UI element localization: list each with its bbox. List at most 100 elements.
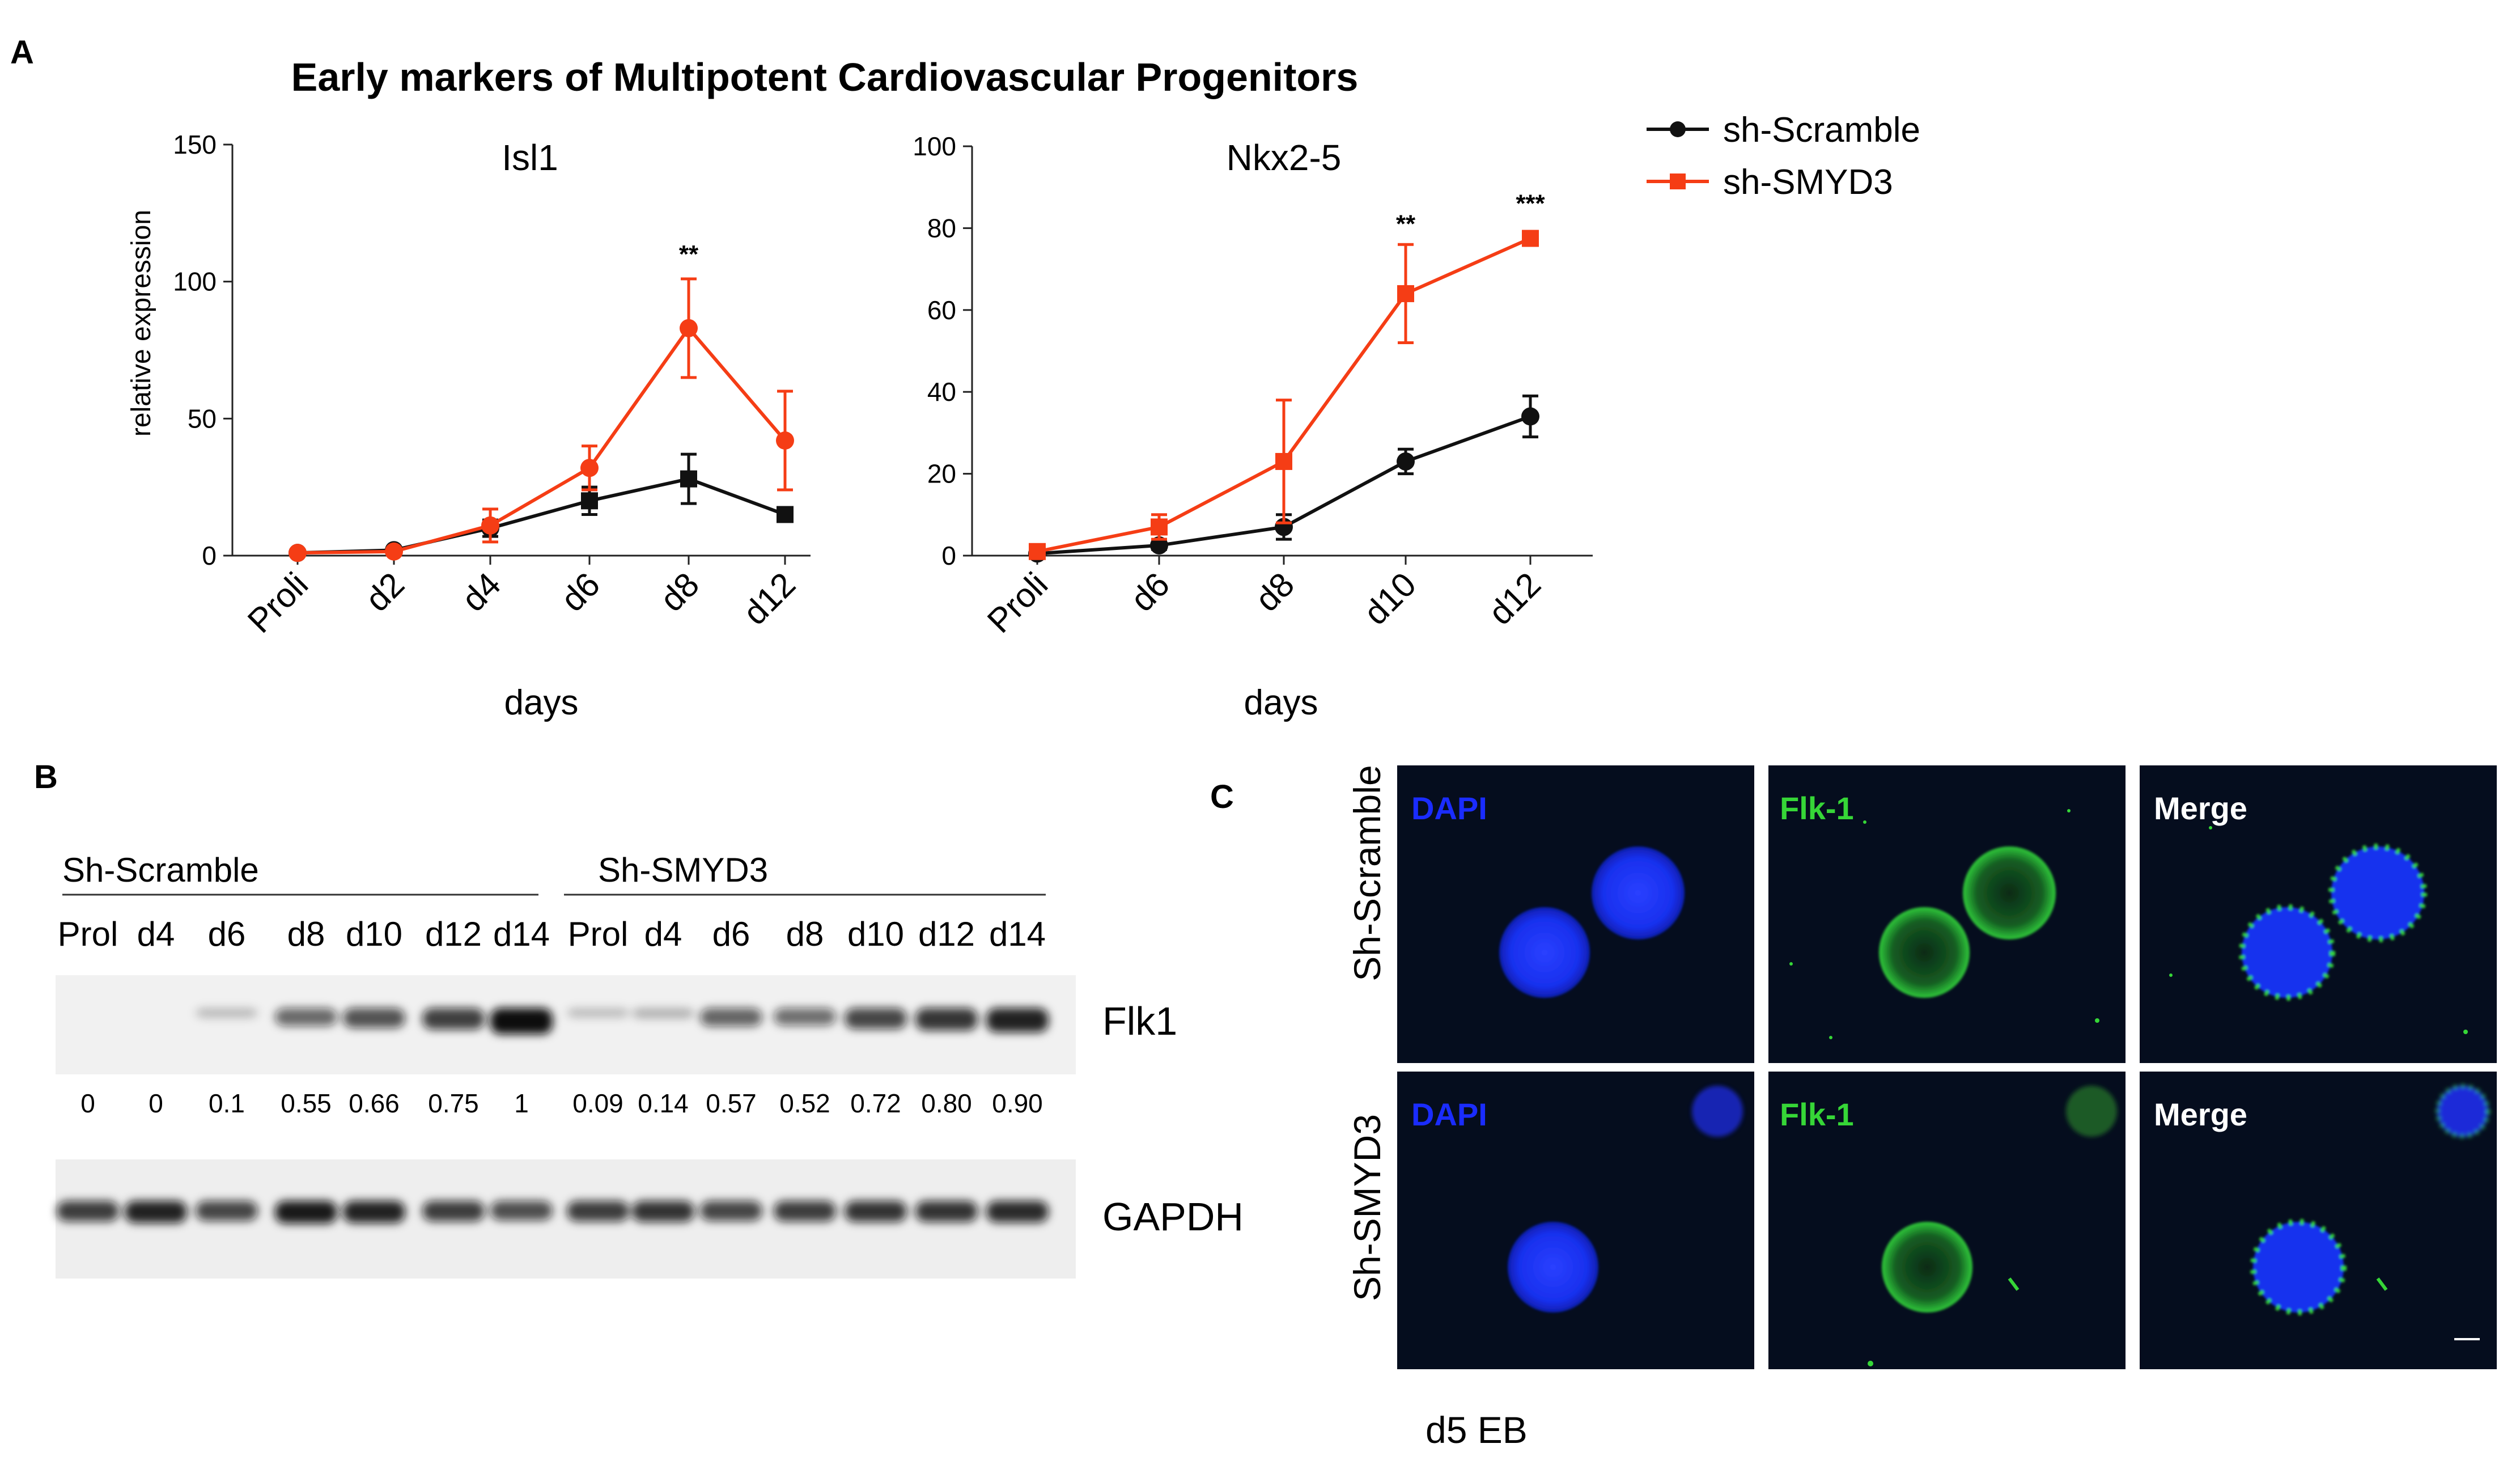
data-point xyxy=(777,506,794,523)
flk-cell xyxy=(1882,1222,1972,1313)
series-line-1 xyxy=(297,325,787,555)
if-label-flk: Flk-1 xyxy=(1780,790,1854,826)
wb-lane-label: d12 xyxy=(425,915,482,953)
if-tile-scramble-flk: Flk-1 xyxy=(1768,765,2126,1063)
wb-gapdh-band xyxy=(700,1201,762,1221)
chart-isl1-xlabel: days xyxy=(504,683,579,722)
data-point xyxy=(1397,452,1415,471)
if-label-dapi: DAPI xyxy=(1411,1097,1487,1132)
data-point xyxy=(1275,452,1292,470)
wb-gapdh-band xyxy=(845,1201,907,1222)
x-tick-label: d6 xyxy=(554,565,608,619)
data-point xyxy=(1521,407,1539,426)
wb-lane-label: d6 xyxy=(712,915,750,953)
wb-protein-flk1: Flk1 xyxy=(1102,999,1177,1043)
data-point xyxy=(680,319,698,337)
wb-flk1-band xyxy=(700,1008,762,1027)
panel-letter-b: B xyxy=(34,759,58,795)
chart-isl1-title: Isl1 xyxy=(502,137,558,178)
wb-gapdh-band xyxy=(632,1201,694,1222)
y-tick-label: 0 xyxy=(202,541,217,570)
wb-quant-value: 0.72 xyxy=(850,1089,901,1118)
legend-marker-smyd3 xyxy=(1670,173,1686,189)
wb-gapdh-band xyxy=(915,1201,978,1222)
wb-quant-value: 0 xyxy=(149,1089,163,1118)
wb-quant-value: 0.57 xyxy=(706,1089,757,1118)
wb-lane-label: Prol xyxy=(568,915,629,953)
dapi-nucleus xyxy=(1508,1222,1598,1313)
chart-nkx2-5-title: Nkx2-5 xyxy=(1227,137,1342,178)
wb-lane-label: d10 xyxy=(346,915,402,953)
data-point xyxy=(1151,518,1168,536)
wb-lane-label: d4 xyxy=(644,915,682,953)
wb-flk1-band xyxy=(986,1008,1049,1032)
wb-flk1-band xyxy=(845,1008,907,1030)
data-point xyxy=(481,516,499,535)
wb-quant-value: 0.90 xyxy=(992,1089,1043,1118)
wb-flk1-band xyxy=(774,1008,836,1026)
wb-lane-label: d14 xyxy=(989,915,1046,953)
wb-quant-value: 0 xyxy=(80,1089,95,1118)
y-tick-label: 100 xyxy=(173,267,217,297)
wb-protein-gapdh: GAPDH xyxy=(1102,1195,1244,1239)
x-tick-label: d12 xyxy=(1481,565,1548,632)
dapi-nucleus xyxy=(1499,907,1590,998)
chart-nkx2-5-xlabel: days xyxy=(1244,683,1318,722)
wb-group-smyd3: Sh-SMYD3 xyxy=(598,851,768,889)
wb-flk1-band xyxy=(343,1008,405,1028)
panel-letter-c: C xyxy=(1210,778,1234,815)
chart-isl1: Isl1 relative expression days 0 50 100 150 P… xyxy=(126,130,811,722)
merge-cell xyxy=(2250,1219,2347,1315)
wb-lane-label: d6 xyxy=(208,915,246,953)
immunofluorescence: Sh-Scramble Sh-SMYD3 DAPI Flk-1 Merge xyxy=(1346,765,2497,1451)
wb-group-scramble: Sh-Scramble xyxy=(62,851,259,889)
y-tick-label: 60 xyxy=(927,295,956,325)
data-point xyxy=(385,542,403,561)
wb-flk1-band xyxy=(422,1008,485,1030)
wb-flk1-band xyxy=(490,1008,553,1034)
merge-cell xyxy=(2436,1084,2490,1138)
x-tick-label: d6 xyxy=(1123,565,1177,619)
x-tick-label: d12 xyxy=(736,565,803,632)
merge-cell xyxy=(2239,904,2335,1001)
x-tick-label: Proli xyxy=(980,565,1055,640)
chart-isl1-ylabel: relative expression xyxy=(126,210,156,437)
significance-label: *** xyxy=(1516,190,1545,218)
x-tick-label: Proli xyxy=(240,565,315,640)
wb-flk1-band xyxy=(915,1008,978,1031)
wb-quant-value: 0.55 xyxy=(281,1089,332,1118)
legend-marker-scramble xyxy=(1670,121,1686,137)
if-tile-scramble-merge: Merge xyxy=(2140,765,2497,1063)
y-tick-label: 80 xyxy=(927,213,956,243)
wb-lane-label: d14 xyxy=(493,915,550,953)
wb-gapdh-band xyxy=(490,1201,553,1221)
y-tick-label: 20 xyxy=(927,459,956,489)
if-label-merge: Merge xyxy=(2154,1097,2247,1132)
wb-lane-label: d10 xyxy=(847,915,904,953)
wb-lane-label: d12 xyxy=(918,915,975,953)
dapi-nucleus xyxy=(1692,1086,1743,1137)
wb-flk1-band xyxy=(275,1008,337,1026)
figure-title: Early markers of Multipotent Cardiovascu… xyxy=(291,55,1359,99)
wb-gapdh-band xyxy=(343,1201,405,1224)
legend-label-scramble: sh-Scramble xyxy=(1723,111,1920,150)
wb-quant-value: 1 xyxy=(514,1089,529,1118)
data-point xyxy=(1522,230,1539,247)
if-tile-smyd3-dapi: DAPI xyxy=(1397,1072,1754,1369)
wb-gapdh-band xyxy=(196,1201,258,1221)
if-caption: d5 EB xyxy=(1426,1409,1528,1451)
wb-quant-value: 0.09 xyxy=(572,1089,623,1118)
y-tick-label: 50 xyxy=(188,404,217,433)
wb-flk1-membrane xyxy=(56,975,1076,1074)
data-point xyxy=(680,470,697,488)
x-tick-label: d10 xyxy=(1356,565,1423,632)
flk-cell xyxy=(2066,1086,2117,1137)
wb-gapdh-band xyxy=(125,1201,187,1224)
merge-cell xyxy=(2328,844,2427,942)
legend-label-smyd3: sh-SMYD3 xyxy=(1723,163,1893,202)
wb-quant-value: 0.75 xyxy=(428,1089,479,1118)
wb-gapdh-band xyxy=(774,1201,836,1222)
wb-quant-value: 0.14 xyxy=(638,1089,689,1118)
data-point xyxy=(1029,543,1046,560)
wb-quant-value: 0.66 xyxy=(349,1089,400,1118)
